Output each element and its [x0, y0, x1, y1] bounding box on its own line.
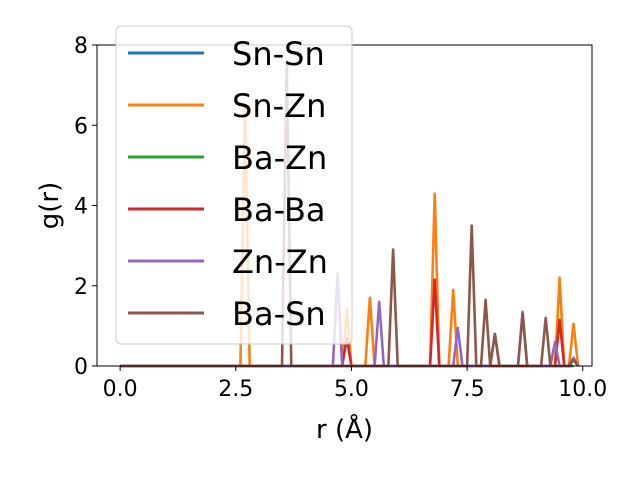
x-tick-label: 0.0: [103, 377, 138, 402]
y-tick-label: 2: [74, 275, 88, 300]
x-tick-label: 5.0: [334, 377, 369, 402]
legend-label-ba-zn: Ba-Zn: [232, 139, 327, 177]
legend-label-ba-sn: Ba-Sn: [232, 295, 326, 333]
axis-ticks: 0.0 2.5 5.0 7.5 10.0 0 2 4 6 8: [74, 34, 607, 402]
y-tick-label: 4: [74, 195, 88, 220]
x-tick-label: 10.0: [558, 377, 607, 402]
legend-label-sn-zn: Sn-Zn: [232, 87, 326, 125]
x-tick-label: 7.5: [450, 377, 485, 402]
x-axis-label: r (Å): [316, 413, 373, 445]
legend: Sn-Sn Sn-Zn Ba-Zn Ba-Ba Zn-Zn Ba-Sn: [115, 25, 353, 345]
y-axis-label: g(r): [35, 182, 65, 229]
legend-label-sn-sn: Sn-Sn: [232, 35, 325, 73]
y-tick-label: 6: [74, 114, 88, 139]
legend-label-ba-ba: Ba-Ba: [232, 191, 326, 229]
x-tick-label: 2.5: [218, 377, 253, 402]
legend-label-zn-zn: Zn-Zn: [232, 243, 328, 281]
y-tick-label: 8: [74, 34, 88, 59]
y-tick-label: 0: [74, 355, 88, 380]
